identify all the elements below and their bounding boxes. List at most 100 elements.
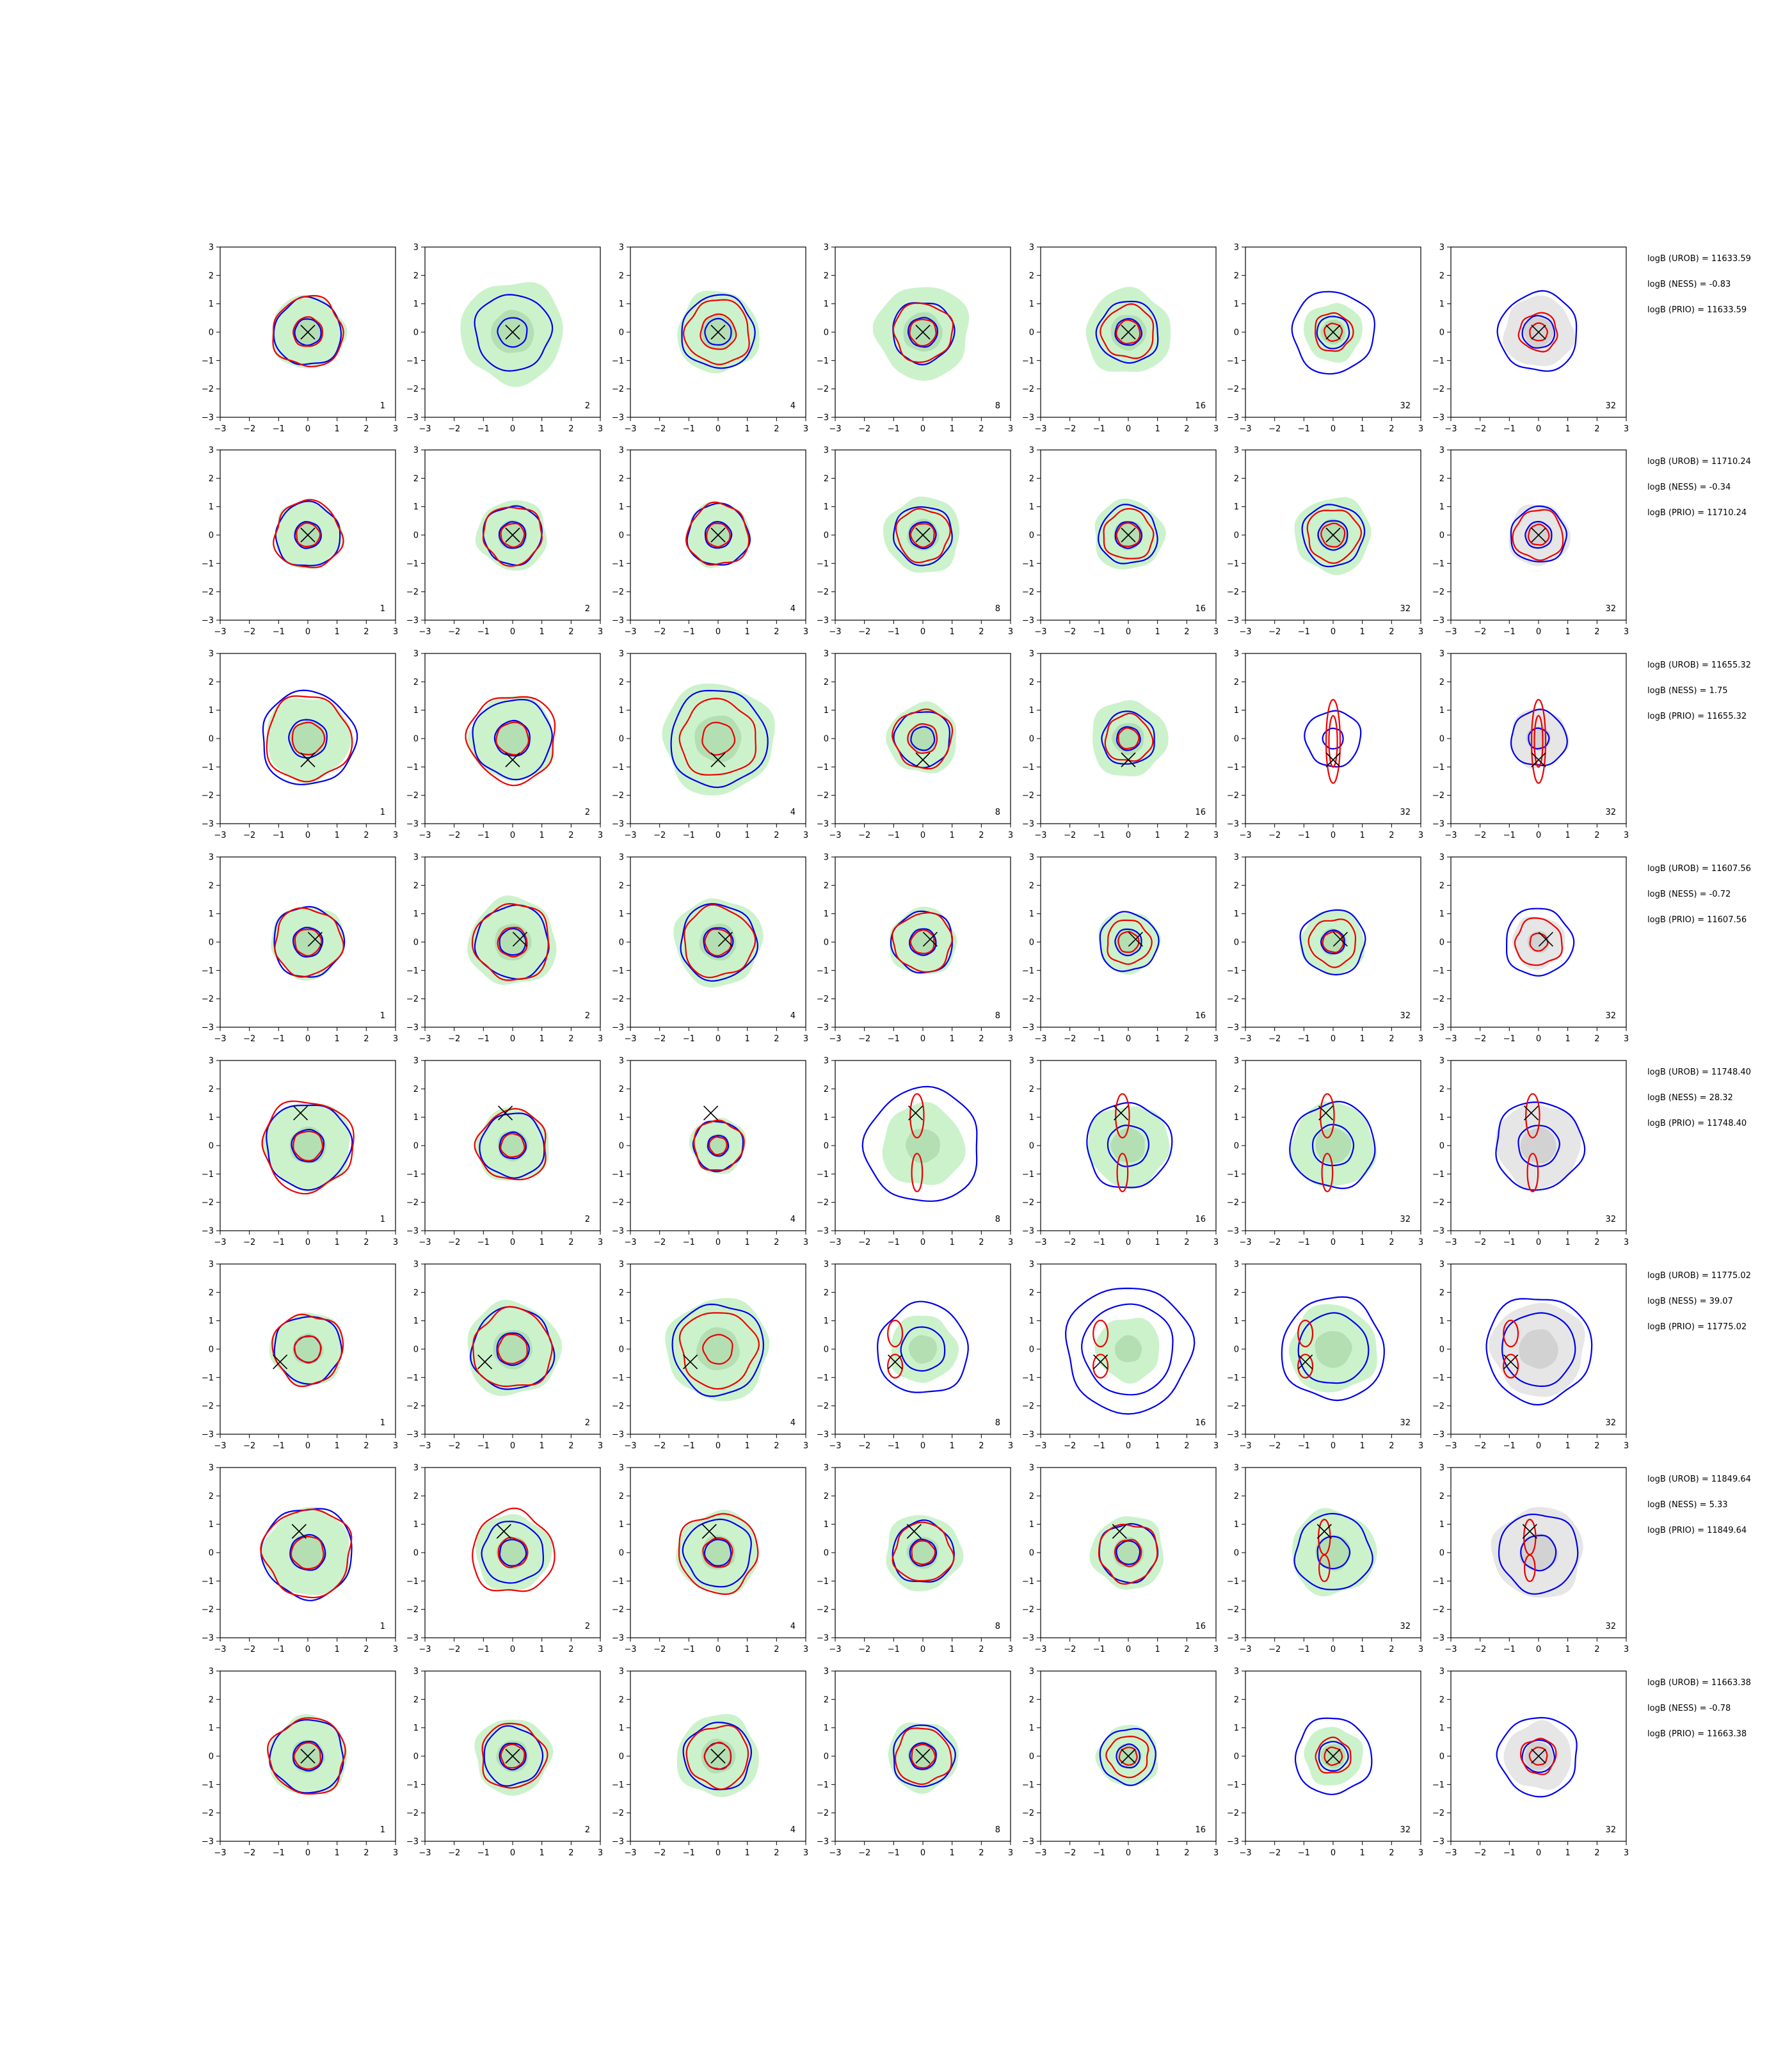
x-tick-label: 2 xyxy=(364,831,369,840)
y-tick-label: −1 xyxy=(406,1577,419,1587)
x-tick-label: −3 xyxy=(214,1848,226,1858)
y-tick-label: −1 xyxy=(1432,966,1444,976)
y-tick-label: 1 xyxy=(619,502,624,512)
x-tick-label: −2 xyxy=(243,424,255,434)
x-tick-label: 2 xyxy=(364,627,369,637)
contour-panel: −3−3 −2 −2 −1 −1 0 0 1 1 2 2 3 3 8 xyxy=(817,243,1013,435)
y-tick-label: −2 xyxy=(612,791,624,801)
y-tick-label: −2 xyxy=(612,1402,624,1411)
x-tick-label: −3 xyxy=(1239,424,1251,434)
y-tick-label: 2 xyxy=(413,271,419,281)
y-tick-label: −3 xyxy=(202,616,214,626)
blue-contour xyxy=(877,1300,969,1393)
x-tick-label: −2 xyxy=(653,1645,666,1654)
y-tick-label: −1 xyxy=(817,1577,829,1587)
y-tick-label: 1 xyxy=(413,909,419,919)
logb-annotation: logB (UROB) = 11748.40 xyxy=(1647,1068,1751,1077)
x-tick-label: −2 xyxy=(1064,1848,1076,1858)
y-tick-label: −2 xyxy=(1432,385,1444,394)
blue-contour xyxy=(1116,1743,1141,1769)
true-mean-marker xyxy=(496,1524,511,1539)
x-tick-label: 2 xyxy=(1594,627,1599,637)
x-tick-label: 1 xyxy=(950,424,955,434)
x-tick-label: −2 xyxy=(1474,424,1486,434)
true-mean-marker xyxy=(915,527,931,543)
x-tick-label: −2 xyxy=(243,1645,255,1654)
x-tick-label: −3 xyxy=(214,424,226,434)
blue-contour xyxy=(893,1724,956,1788)
x-tick-label: 0 xyxy=(1331,627,1336,637)
y-tick-label: −1 xyxy=(612,356,624,366)
x-tick-label: 0 xyxy=(1331,1034,1336,1044)
x-tick-label: 3 xyxy=(1418,1034,1423,1044)
x-tick-label: 2 xyxy=(1389,1034,1394,1044)
x-tick-label: 3 xyxy=(393,831,398,840)
blue-contour xyxy=(1496,290,1578,372)
red-contour xyxy=(272,294,344,367)
y-tick-label: 2 xyxy=(1439,678,1444,687)
x-tick-label: −2 xyxy=(1064,1645,1076,1654)
y-tick-label: 3 xyxy=(824,650,829,659)
red-contour xyxy=(1528,1747,1548,1766)
contour-panel: −3−3 −2 −2 −1 −1 0 0 1 1 2 2 3 3 16 xyxy=(1022,446,1219,637)
y-tick-label: 2 xyxy=(824,1288,829,1298)
y-tick-label: 2 xyxy=(1234,678,1239,687)
x-tick-label: 2 xyxy=(568,1645,573,1654)
y-tick-label: 2 xyxy=(824,1492,829,1501)
x-tick-label: 2 xyxy=(1389,1645,1394,1654)
x-tick-label: −2 xyxy=(448,831,460,840)
x-tick-label: 2 xyxy=(1184,1441,1189,1451)
y-tick-label: 0 xyxy=(1234,328,1239,338)
x-tick-label: −1 xyxy=(477,831,490,840)
y-tick-label: 0 xyxy=(824,1752,829,1762)
red-contour xyxy=(1325,699,1341,784)
y-tick-label: 0 xyxy=(1234,938,1239,948)
red-contour xyxy=(1100,303,1155,360)
panel-corner-label: 32 xyxy=(1400,604,1411,614)
y-tick-label: 3 xyxy=(1439,1464,1444,1473)
y-tick-label: −2 xyxy=(817,1605,829,1615)
x-tick-label: 1 xyxy=(1360,1645,1365,1654)
red-contour xyxy=(1114,1539,1142,1567)
x-tick-label: −2 xyxy=(1268,1848,1281,1858)
y-tick-label: 0 xyxy=(209,1752,214,1762)
y-tick-label: 0 xyxy=(1029,735,1034,744)
y-tick-label: 1 xyxy=(619,909,624,919)
y-tick-label: 1 xyxy=(619,1520,624,1530)
x-tick-label: 1 xyxy=(540,627,545,637)
red-contour xyxy=(1306,509,1363,564)
x-tick-label: −3 xyxy=(419,1238,431,1247)
y-tick-label: 3 xyxy=(1234,1464,1239,1473)
y-tick-label: 3 xyxy=(1234,1057,1239,1066)
y-tick-label: −1 xyxy=(1227,356,1239,366)
y-tick-label: 0 xyxy=(1439,1752,1444,1762)
x-tick-label: −2 xyxy=(448,1441,460,1451)
density-fill-core xyxy=(1519,1533,1558,1572)
x-tick-label: 0 xyxy=(920,1848,925,1858)
y-tick-label: −1 xyxy=(406,1780,419,1790)
x-tick-label: −2 xyxy=(243,1848,255,1858)
x-tick-label: 1 xyxy=(745,1034,750,1044)
y-tick-label: 3 xyxy=(413,1057,419,1066)
x-tick-label: 1 xyxy=(540,1645,545,1654)
x-tick-label: −2 xyxy=(243,627,255,637)
contour-panel: −3−3 −2 −2 −1 −1 0 0 1 1 2 2 3 3 32 xyxy=(1227,1667,1423,1859)
panel-corner-label: 32 xyxy=(1605,1418,1616,1428)
x-tick-label: −3 xyxy=(1239,1645,1251,1654)
y-tick-label: 0 xyxy=(1234,1549,1239,1558)
y-tick-label: −3 xyxy=(1432,1430,1444,1440)
y-tick-label: 0 xyxy=(619,1752,624,1762)
x-tick-label: 0 xyxy=(920,1034,925,1044)
true-mean-marker xyxy=(683,1354,698,1370)
blue-contour xyxy=(291,1128,324,1163)
y-tick-label: 1 xyxy=(1439,502,1444,512)
y-tick-label: −3 xyxy=(1022,1837,1034,1847)
y-tick-label: −1 xyxy=(1022,356,1034,366)
blue-contour xyxy=(1322,727,1344,750)
blue-contour xyxy=(499,927,527,956)
logb-annotation: logB (NESS) = 1.75 xyxy=(1647,686,1728,696)
y-tick-label: −3 xyxy=(817,1227,829,1236)
x-tick-label: 1 xyxy=(1155,831,1160,840)
y-tick-label: −1 xyxy=(202,356,214,366)
x-tick-label: −3 xyxy=(214,1645,226,1654)
